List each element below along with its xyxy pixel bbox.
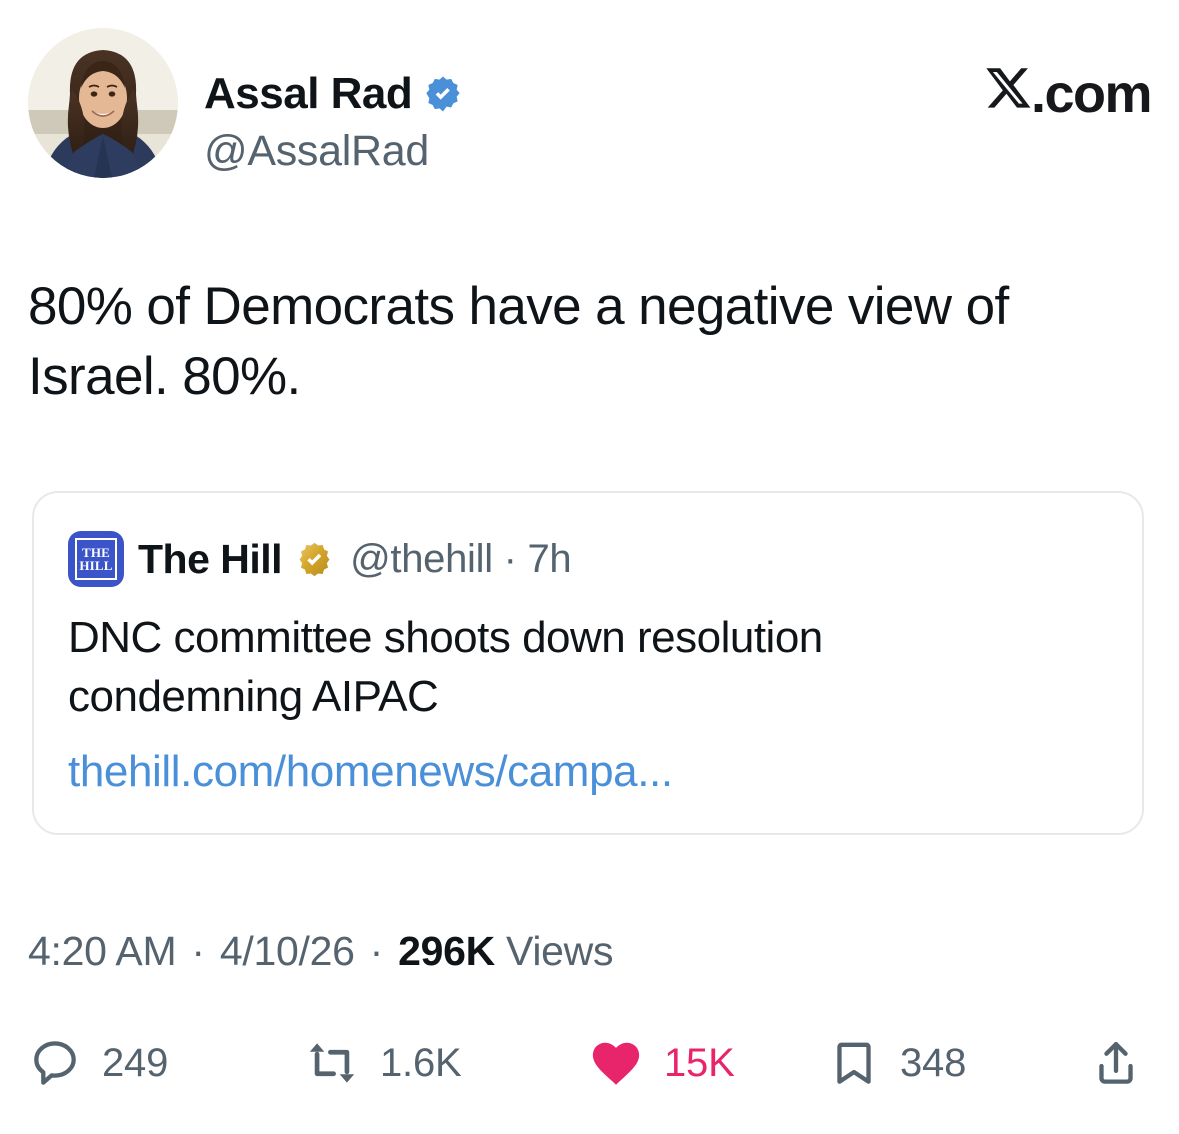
retweet-count: 1.6K <box>380 1040 462 1085</box>
tweet-action-bar: 249 1.6K 15K 348 <box>28 1028 1150 1098</box>
the-hill-logo-inner: THE HILL <box>75 538 117 580</box>
bookmark-count: 348 <box>900 1040 967 1085</box>
tweet-date: 4/10/26 <box>219 928 355 974</box>
retweet-button[interactable]: 1.6K <box>304 1028 462 1098</box>
reply-button[interactable]: 249 <box>28 1028 168 1098</box>
tweet-meta-row: 4:20 AM · 4/10/26 · 296K Views <box>28 928 613 975</box>
tweet-header: Assal Rad @AssalRad .com <box>28 28 1153 184</box>
quoted-tweet-text: DNC committee shoots down resolution con… <box>68 613 823 721</box>
tweet-time: 4:20 AM <box>28 928 177 974</box>
quoted-tweet-header: THE HILL The Hill @thehill · 7h <box>68 531 572 587</box>
author-handle[interactable]: @AssalRad <box>204 127 429 175</box>
retweet-icon <box>309 1043 355 1083</box>
bookmark-button[interactable]: 348 <box>828 1028 966 1098</box>
reply-icon <box>34 1041 76 1085</box>
xcom-label: .com <box>1030 64 1153 124</box>
meta-separator-1: · <box>191 928 205 974</box>
like-count: 15K <box>664 1040 735 1085</box>
the-hill-logo-line2: HILL <box>79 558 113 573</box>
bookmark-icon <box>837 1042 871 1084</box>
quoted-tweet-handle-time: @thehill · 7h <box>350 536 572 581</box>
like-button[interactable]: 15K <box>588 1028 735 1098</box>
heart-filled-icon <box>592 1042 640 1085</box>
verified-blue-badge-icon <box>426 76 460 112</box>
author-identity: Assal Rad @AssalRad <box>204 68 824 173</box>
x-logo-icon <box>986 68 1031 108</box>
verified-gold-badge-icon <box>299 542 330 576</box>
xcom-logo[interactable]: .com <box>985 64 1153 124</box>
avatar[interactable] <box>28 28 178 178</box>
author-name-row: Assal Rad <box>204 68 824 120</box>
author-display-name: Assal Rad <box>204 69 413 118</box>
share-button[interactable] <box>1090 1028 1162 1098</box>
the-hill-logo-line1: THE <box>81 544 111 560</box>
tweet-text: 80% of Democrats have a negative view of… <box>28 277 1009 406</box>
the-hill-logo-icon[interactable]: THE HILL <box>68 531 124 587</box>
quoted-tweet-display-name: The Hill <box>138 535 283 582</box>
share-icon <box>1099 1041 1133 1084</box>
views-label: Views <box>506 928 614 974</box>
reply-count: 249 <box>102 1040 169 1085</box>
meta-separator-2: · <box>369 928 384 974</box>
views-count: 296K <box>398 928 495 974</box>
quoted-tweet-link[interactable]: thehill.com/homenews/campa... <box>68 747 673 796</box>
quoted-tweet-card[interactable]: THE HILL The Hill @thehill · 7h DNC comm… <box>32 491 1144 835</box>
avatar-photo <box>28 28 178 178</box>
